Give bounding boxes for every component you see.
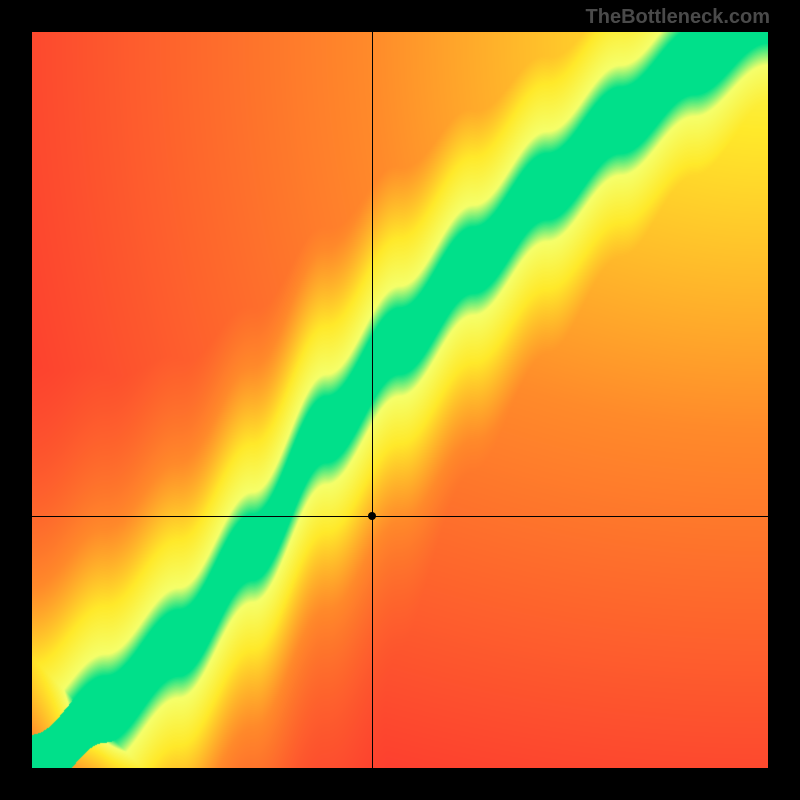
crosshair-horizontal <box>32 516 768 517</box>
crosshair-vertical <box>372 32 373 768</box>
heatmap-canvas <box>32 32 768 768</box>
heatmap-plot <box>32 32 768 768</box>
watermark-text: TheBottleneck.com <box>586 6 770 29</box>
bottleneck-marker <box>368 512 376 520</box>
